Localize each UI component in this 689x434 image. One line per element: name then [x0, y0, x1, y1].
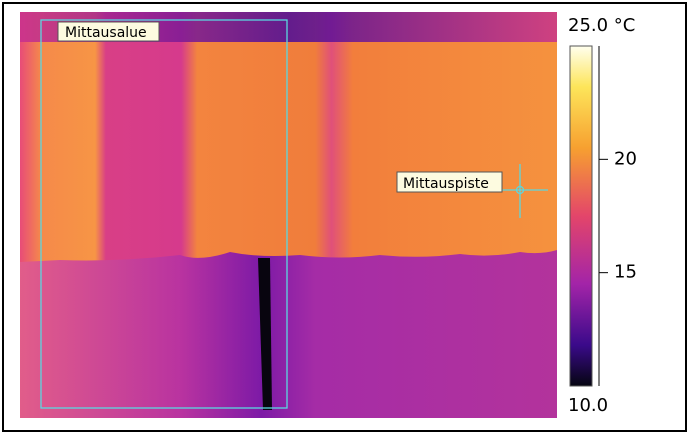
spot-label: Mittauspiste — [403, 176, 489, 192]
colorbar-max: 25.0 °C — [568, 15, 635, 36]
area-tag — [57, 21, 160, 42]
area-label: Mittausalue — [65, 25, 147, 41]
spot-tag — [396, 171, 503, 193]
colorbar-min: 10.0 — [568, 395, 608, 416]
colorbar-tick-label: 15 — [614, 262, 637, 283]
colorbar: 25.0 °C 10.0 20 15 — [568, 15, 637, 416]
colorbar-scale — [569, 45, 593, 387]
measurement-area — [40, 19, 288, 409]
thermal-image — [20, 12, 557, 418]
colorbar-tick-label: 20 — [614, 148, 637, 169]
